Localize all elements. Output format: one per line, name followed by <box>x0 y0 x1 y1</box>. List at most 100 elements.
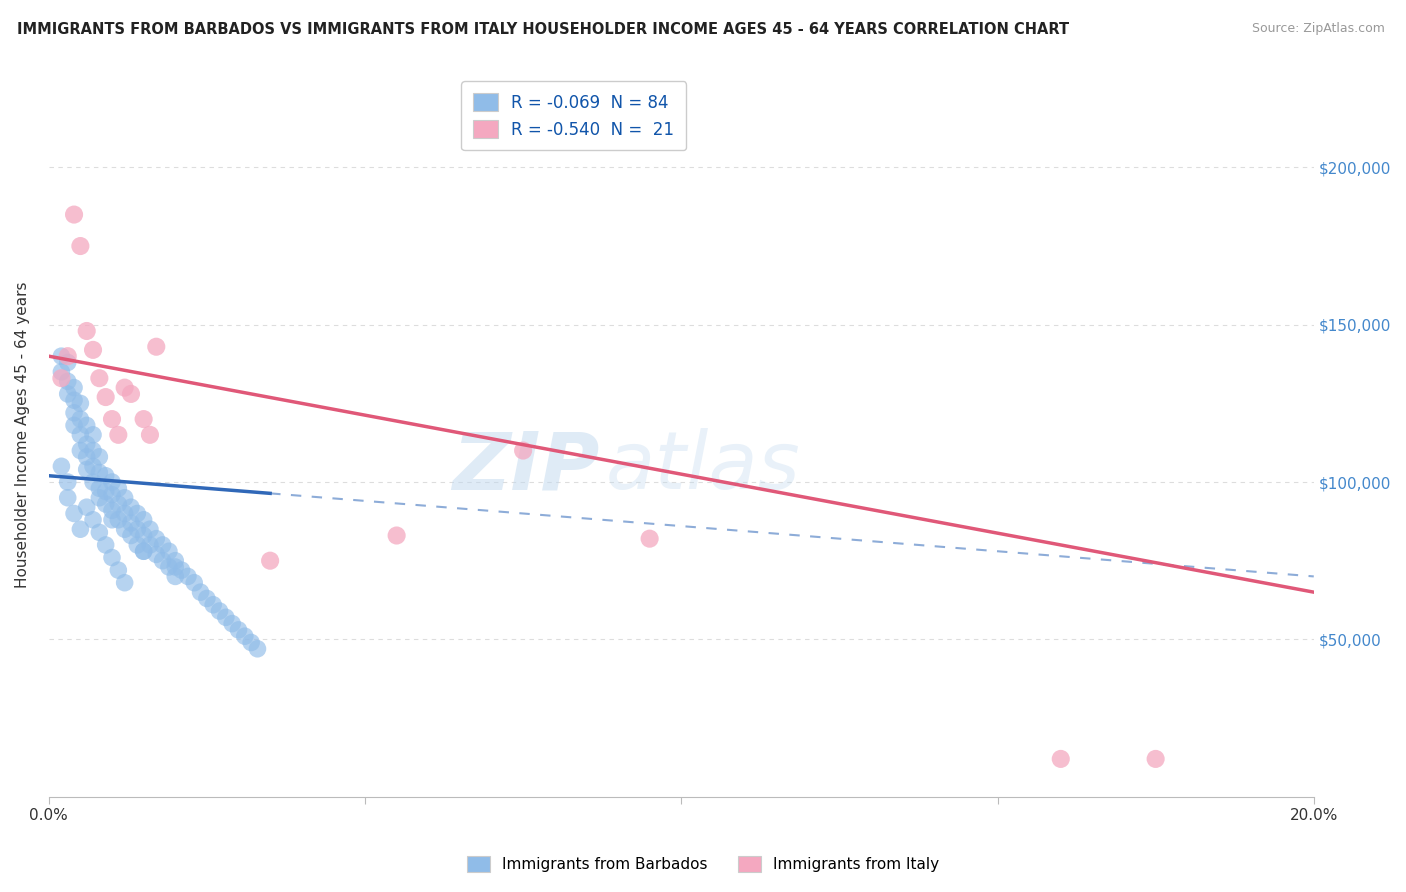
Point <box>107 497 129 511</box>
Point <box>82 475 104 489</box>
Point <box>240 635 263 649</box>
Point <box>233 629 256 643</box>
Point <box>63 393 86 408</box>
Point <box>101 475 124 489</box>
Point <box>101 412 124 426</box>
Point <box>165 569 187 583</box>
Point <box>56 491 79 505</box>
Point <box>51 365 73 379</box>
Point <box>82 443 104 458</box>
Point <box>132 544 155 558</box>
Point <box>165 560 187 574</box>
Point <box>107 563 129 577</box>
Point <box>145 548 167 562</box>
Point <box>107 481 129 495</box>
Point <box>69 239 91 253</box>
Point <box>114 381 136 395</box>
Point <box>94 538 117 552</box>
Point <box>89 525 111 540</box>
Point <box>56 475 79 489</box>
Point <box>69 522 91 536</box>
Point <box>51 459 73 474</box>
Point <box>101 513 124 527</box>
Point <box>127 507 149 521</box>
Point <box>63 418 86 433</box>
Point <box>145 532 167 546</box>
Point <box>1049 752 1071 766</box>
Point <box>139 538 162 552</box>
Point <box>56 355 79 369</box>
Point <box>76 500 98 515</box>
Point <box>101 550 124 565</box>
Point <box>132 412 155 426</box>
Point <box>101 487 124 501</box>
Point <box>76 462 98 476</box>
Point <box>89 491 111 505</box>
Point <box>139 427 162 442</box>
Point <box>183 575 205 590</box>
Point <box>107 427 129 442</box>
Point <box>107 513 129 527</box>
Point <box>259 554 281 568</box>
Point <box>56 375 79 389</box>
Legend: R = -0.069  N = 84, R = -0.540  N =  21: R = -0.069 N = 84, R = -0.540 N = 21 <box>461 81 686 151</box>
Point <box>63 406 86 420</box>
Point <box>82 459 104 474</box>
Point <box>114 575 136 590</box>
Text: atlas: atlas <box>606 428 800 507</box>
Point <box>56 387 79 401</box>
Point <box>512 443 534 458</box>
Point <box>208 604 231 618</box>
Point <box>170 563 193 577</box>
Legend: Immigrants from Barbados, Immigrants from Italy: Immigrants from Barbados, Immigrants fro… <box>460 848 946 880</box>
Point <box>63 208 86 222</box>
Point <box>228 623 250 637</box>
Point <box>215 610 238 624</box>
Point <box>114 522 136 536</box>
Point <box>177 569 200 583</box>
Point <box>1144 752 1167 766</box>
Point <box>195 591 218 606</box>
Point <box>94 390 117 404</box>
Point <box>145 340 167 354</box>
Point <box>82 427 104 442</box>
Point <box>63 507 86 521</box>
Point <box>94 484 117 499</box>
Point <box>69 412 91 426</box>
Point <box>82 343 104 357</box>
Point <box>76 418 98 433</box>
Point <box>114 491 136 505</box>
Point <box>101 503 124 517</box>
Point <box>190 585 212 599</box>
Point <box>139 522 162 536</box>
Text: IMMIGRANTS FROM BARBADOS VS IMMIGRANTS FROM ITALY HOUSEHOLDER INCOME AGES 45 - 6: IMMIGRANTS FROM BARBADOS VS IMMIGRANTS F… <box>17 22 1069 37</box>
Point <box>69 427 91 442</box>
Point <box>63 381 86 395</box>
Point <box>76 450 98 464</box>
Point <box>94 497 117 511</box>
Point <box>120 528 142 542</box>
Point <box>385 528 408 542</box>
Point <box>120 387 142 401</box>
Point <box>120 516 142 530</box>
Point <box>51 349 73 363</box>
Point <box>89 450 111 464</box>
Point <box>89 481 111 495</box>
Point <box>76 324 98 338</box>
Text: Source: ZipAtlas.com: Source: ZipAtlas.com <box>1251 22 1385 36</box>
Point <box>127 538 149 552</box>
Point <box>157 560 180 574</box>
Point <box>89 371 111 385</box>
Point <box>127 522 149 536</box>
Point <box>76 437 98 451</box>
Point <box>120 500 142 515</box>
Point <box>132 544 155 558</box>
Point <box>89 466 111 480</box>
Point <box>94 468 117 483</box>
Point <box>638 532 661 546</box>
Text: ZIP: ZIP <box>451 428 599 507</box>
Point <box>221 616 243 631</box>
Point <box>69 443 91 458</box>
Point <box>132 513 155 527</box>
Point <box>51 371 73 385</box>
